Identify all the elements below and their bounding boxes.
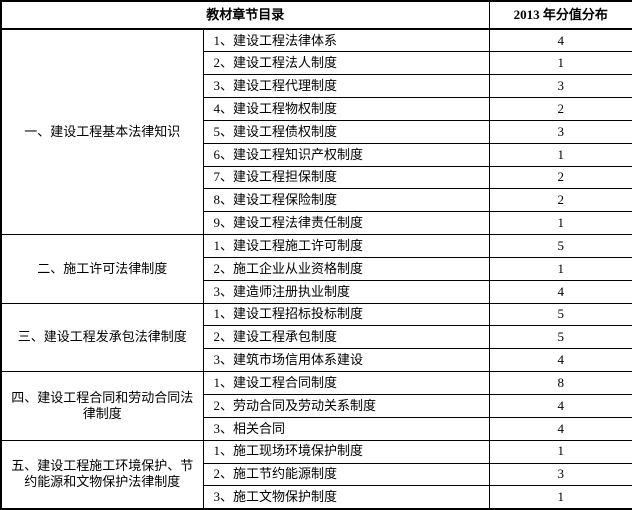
score-cell: 1 — [488, 211, 632, 236]
item-cell: 8、建设工程保险制度 — [202, 188, 490, 213]
table-row: 5、建设工程债权制度 3 — [1, 119, 632, 144]
item-cell: 2、建设工程承包制度 — [202, 325, 490, 350]
item-cell: 2、劳动合同及劳动关系制度 — [202, 394, 490, 418]
table-row: 3、施工文物保护制度 1 — [1, 485, 632, 510]
score-cell: 3 — [488, 462, 632, 487]
table-row: 一、建设工程基本法律知识 1、建设工程法律体系 4 — [0, 28, 632, 236]
item-cell: 3、建设工程代理制度 — [202, 74, 490, 99]
score-cell: 2 — [488, 188, 632, 213]
header-catalog: 教材章节目录 — [0, 0, 490, 30]
item-cell: 1、施工现场环境保护制度 — [202, 439, 490, 464]
score-cell: 1 — [488, 142, 632, 167]
item-cell: 6、建设工程知识产权制度 — [202, 142, 490, 167]
score-cell: 1 — [488, 439, 632, 464]
table-row: 6、建设工程知识产权制度 1 — [1, 142, 632, 167]
table-row: 2、施工企业从业资格制度 1 — [1, 256, 632, 281]
group-label-2: 二、施工许可法律制度 — [0, 234, 204, 304]
score-cell: 2 — [488, 97, 632, 121]
item-cell: 4、建设工程物权制度 — [202, 97, 490, 121]
table-row: 三、建设工程发承包法律制度 1、建设工程招标投标制度 5 — [0, 302, 632, 373]
score-cell: 4 — [488, 416, 632, 441]
header-score-distribution: 2013 年分值分布 — [488, 0, 632, 30]
score-cell: 3 — [488, 74, 632, 99]
table-row: 2、劳动合同及劳动关系制度 4 — [1, 394, 632, 418]
item-cell: 2、施工企业从业资格制度 — [202, 256, 490, 281]
item-cell: 1、建设工程招标投标制度 — [202, 302, 490, 327]
score-cell: 5 — [488, 234, 632, 258]
table-row: 2、建设工程承包制度 5 — [1, 325, 632, 350]
score-cell: 8 — [488, 371, 632, 395]
score-cell: 4 — [488, 348, 632, 373]
table-header-row: 教材章节目录 2013 年分值分布 — [0, 0, 632, 30]
table-row: 7、建设工程担保制度 2 — [1, 165, 632, 190]
item-cell: 3、建造师注册执业制度 — [202, 279, 490, 304]
score-cell: 5 — [488, 302, 632, 327]
score-cell: 4 — [488, 28, 632, 53]
table-row: 2、施工节约能源制度 3 — [1, 462, 632, 487]
item-cell: 1、建设工程施工许可制度 — [202, 234, 490, 258]
score-cell: 4 — [488, 279, 632, 304]
group-label-4: 四、建设工程合同和劳动合同法律制度 — [0, 371, 204, 441]
score-cell: 3 — [488, 119, 632, 144]
item-cell: 3、建筑市场信用体系建设 — [202, 348, 490, 373]
item-cell: 5、建设工程债权制度 — [202, 119, 490, 144]
group-label-1: 一、建设工程基本法律知识 — [0, 28, 204, 236]
item-cell: 7、建设工程担保制度 — [202, 165, 490, 190]
table-row: 9、建设工程法律责任制度 1 — [1, 211, 632, 236]
item-cell: 9、建设工程法律责任制度 — [202, 211, 490, 236]
item-cell: 1、建设工程法律体系 — [202, 28, 490, 53]
group-label-3: 三、建设工程发承包法律制度 — [0, 302, 204, 373]
score-cell: 1 — [488, 485, 632, 510]
table-row: 四、建设工程合同和劳动合同法律制度 1、建设工程合同制度 8 — [0, 371, 632, 441]
score-cell: 4 — [488, 394, 632, 418]
score-cell: 5 — [488, 325, 632, 350]
score-cell: 1 — [488, 256, 632, 281]
item-cell: 1、建设工程合同制度 — [202, 371, 490, 395]
score-cell: 2 — [488, 165, 632, 190]
score-cell: 1 — [488, 51, 632, 76]
item-cell: 3、相关合同 — [202, 416, 490, 441]
table-row: 二、施工许可法律制度 1、建设工程施工许可制度 5 — [0, 234, 632, 304]
table-row: 3、建造师注册执业制度 4 — [1, 279, 632, 304]
table-row: 2、建设工程法人制度 1 — [1, 51, 632, 76]
table-row: 五、建设工程施工环境保护、节约能源和文物保护法律制度 1、施工现场环境保护制度 … — [0, 439, 632, 510]
item-cell: 3、施工文物保护制度 — [202, 485, 490, 510]
table-row: 3、相关合同 4 — [1, 416, 632, 441]
item-cell: 2、建设工程法人制度 — [202, 51, 490, 76]
group-label-5: 五、建设工程施工环境保护、节约能源和文物保护法律制度 — [0, 439, 204, 510]
item-cell: 2、施工节约能源制度 — [202, 462, 490, 487]
